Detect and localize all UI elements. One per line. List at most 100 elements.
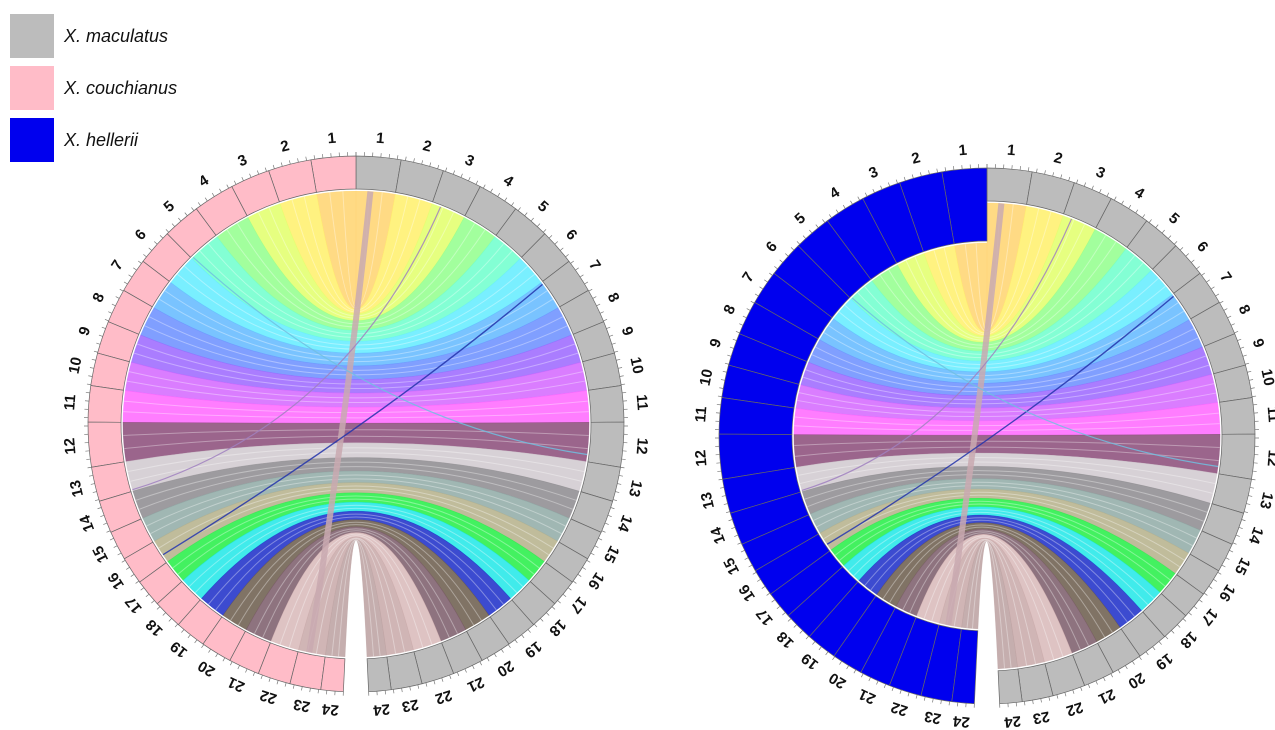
- ideogram-left-chr-17: [770, 550, 843, 617]
- legend-item-couchianus: X. couchianus: [10, 62, 177, 114]
- tick-mark: [575, 267, 579, 271]
- ideogram-right-chr-11: [1219, 397, 1256, 435]
- chr-label-right-20: 20: [494, 657, 517, 680]
- tick-mark: [151, 600, 155, 604]
- ideogram-left-chr-4: [826, 198, 898, 280]
- ideogram-left-chr-3: [231, 170, 280, 217]
- tick-mark: [1161, 229, 1165, 234]
- ideogram-left-chr-23: [920, 624, 962, 703]
- tick-mark: [940, 700, 942, 705]
- tick-mark: [1206, 279, 1210, 283]
- tick-mark: [393, 689, 395, 694]
- tick-mark: [861, 673, 864, 678]
- tick-mark: [1240, 346, 1245, 349]
- ribbon-texture-line: [164, 290, 548, 358]
- tick-mark: [1117, 669, 1121, 674]
- legend-label-maculatus: X. maculatus: [64, 25, 169, 46]
- tick-mark: [619, 375, 624, 377]
- tick-mark: [769, 272, 773, 276]
- ideogram-right-chr-24: [366, 656, 392, 693]
- ribbon-texture-line: [971, 540, 1006, 669]
- tick-mark: [174, 623, 178, 628]
- tick-mark: [731, 527, 736, 530]
- tick-mark: [452, 170, 456, 175]
- chr-label-left-22: 22: [258, 686, 279, 707]
- tick-mark: [486, 657, 490, 662]
- chr-label-left-24: 24: [321, 700, 340, 718]
- ribbon-texture-line: [966, 540, 1012, 668]
- tick-mark: [1232, 542, 1237, 545]
- tick-mark: [717, 395, 722, 398]
- ideogram-left-chr-19: [177, 599, 223, 645]
- tick-mark: [607, 515, 612, 518]
- tick-mark: [301, 686, 303, 691]
- tick-mark: [1247, 370, 1252, 373]
- chr-label-right-7: 7: [585, 257, 604, 273]
- tick-mark: [606, 326, 611, 329]
- tick-mark: [766, 592, 771, 596]
- tick-mark: [1125, 665, 1128, 670]
- tick-mark: [211, 192, 215, 197]
- tick-mark: [201, 644, 205, 649]
- tick-mark: [230, 661, 233, 666]
- ribbon-texture-line: [331, 539, 381, 656]
- tick-mark: [272, 164, 275, 169]
- tick-mark: [615, 491, 620, 493]
- tick-mark: [534, 623, 538, 628]
- tick-mark: [590, 552, 595, 556]
- tick-mark: [1024, 701, 1026, 706]
- tick-mark: [742, 315, 747, 319]
- tick-mark: [1076, 179, 1079, 184]
- ideogram-left-chr-11: [87, 385, 124, 423]
- chr-label-left-2: 2: [279, 137, 291, 156]
- tick-mark: [1249, 379, 1254, 381]
- tick-mark: [437, 164, 440, 169]
- ideogram-left-chr-23: [289, 651, 326, 691]
- tick-mark: [245, 668, 248, 673]
- tick-mark: [1245, 362, 1250, 365]
- chr-label-left-3: 3: [866, 163, 880, 182]
- ribbon-texture-line: [128, 371, 584, 399]
- ideogram-left-chr-16: [123, 541, 167, 583]
- ribbon-texture-line: [188, 504, 524, 587]
- chr-label-right-4: 4: [1131, 184, 1148, 203]
- chr-label-left-20: 20: [195, 657, 218, 680]
- tick-mark: [1091, 185, 1094, 190]
- ribbon-texture-line: [888, 235, 1107, 346]
- chr-label-right-15: 15: [600, 543, 623, 566]
- tick-mark: [548, 235, 553, 239]
- tick-mark: [565, 254, 569, 258]
- tick-mark: [1060, 174, 1063, 179]
- ideogram-right-chr-1: [986, 167, 1033, 205]
- ribbon-texture-line: [923, 535, 1064, 657]
- tick-mark: [604, 522, 609, 525]
- tick-mark: [1188, 612, 1192, 616]
- tick-mark: [594, 545, 599, 548]
- tick-mark: [103, 522, 108, 525]
- tick-mark: [540, 618, 544, 622]
- tick-mark: [825, 651, 829, 656]
- tick-mark: [171, 223, 176, 227]
- chr-label-left-21: 21: [856, 685, 878, 707]
- tick-mark: [1227, 315, 1232, 319]
- ideogram-left-chr-8: [107, 289, 153, 335]
- tick-mark: [785, 253, 789, 257]
- ribbon-texture-line: [804, 470, 1208, 513]
- tick-mark: [554, 241, 558, 245]
- chr-label-right-3: 3: [462, 151, 476, 170]
- tick-mark: [543, 229, 547, 233]
- ribbon-texture-line: [133, 352, 579, 390]
- tick-mark: [237, 665, 240, 670]
- tick-mark: [1198, 599, 1203, 603]
- tick-mark: [429, 162, 432, 167]
- ideogram-left-chr-10: [721, 364, 800, 409]
- legend-swatch-couchianus: [10, 66, 54, 110]
- tick-mark: [106, 530, 111, 533]
- tick-mark: [1106, 192, 1110, 197]
- tick-mark: [527, 629, 531, 633]
- tick-mark: [618, 367, 623, 369]
- chr-label-right-5: 5: [1165, 210, 1182, 228]
- tick-mark: [1221, 564, 1226, 568]
- legend-swatch-hellerii: [10, 118, 54, 162]
- chr-label-left-6: 6: [763, 238, 781, 255]
